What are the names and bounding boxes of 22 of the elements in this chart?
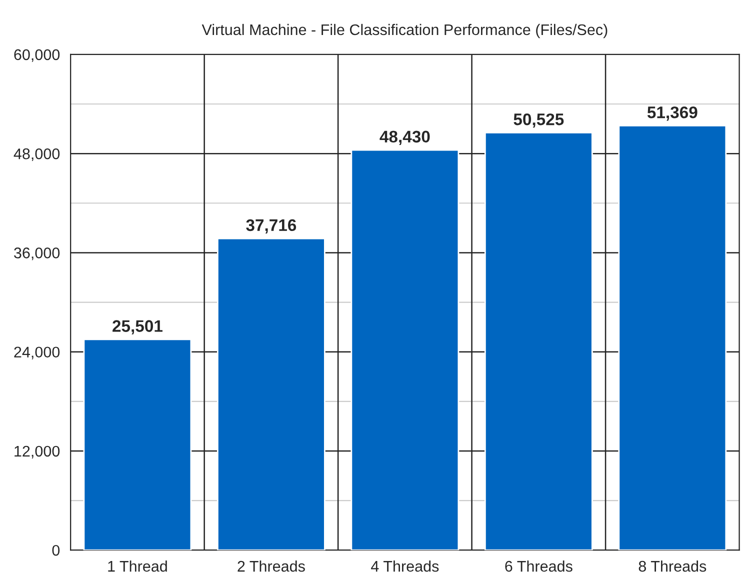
y-tick-label: 24,000	[14, 346, 60, 360]
x-tick-label: 4 Threads	[371, 560, 439, 572]
data-label: 51,369	[647, 106, 698, 121]
bar	[484, 132, 593, 550]
x-tick-label: 2 Threads	[238, 560, 305, 572]
data-label: 25,501	[112, 320, 162, 334]
data-label: 48,430	[380, 130, 430, 145]
bar	[217, 238, 326, 550]
y-tick-label: 36,000	[14, 248, 60, 260]
x-tick-label: 8 Threads	[638, 560, 706, 572]
bar	[83, 338, 192, 550]
data-label: 50,525	[514, 113, 564, 128]
y-tick-label: 0	[52, 544, 60, 556]
x-tick-label: 1 Thread	[108, 560, 167, 572]
y-tick-label: 48,000	[14, 148, 60, 162]
y-tick-label: 60,000	[14, 49, 60, 62]
chart-title: Virtual Machine - File Classification Performance (Files/Sec)	[202, 24, 608, 38]
bar	[618, 125, 727, 550]
y-tick-label: 12,000	[14, 446, 60, 458]
x-tick-label: 6 Threads	[505, 560, 572, 572]
bar	[350, 149, 460, 550]
data-label: 37,716	[246, 219, 296, 234]
